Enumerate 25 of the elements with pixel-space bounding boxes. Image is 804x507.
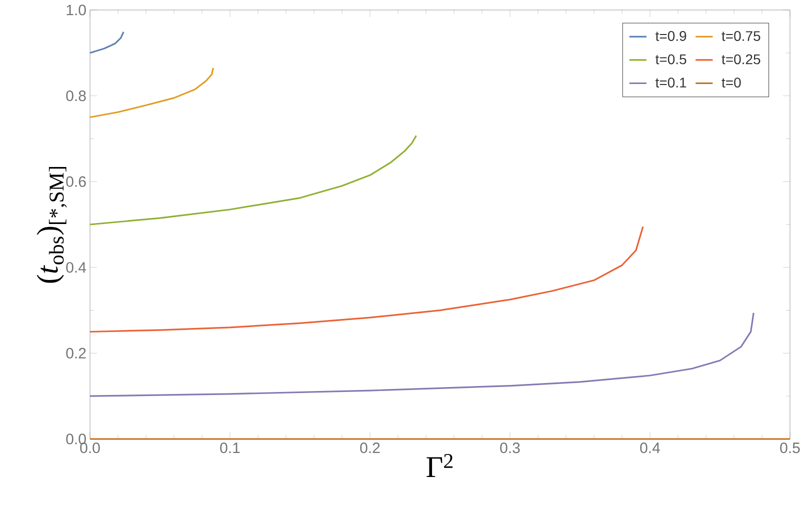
legend-label: t=0.75: [722, 31, 760, 41]
x-tick-label: 0.3: [500, 442, 520, 454]
x-tick-label: 0.2: [360, 442, 380, 454]
line-series: [89, 226, 644, 333]
x-tick-label: 0.5: [780, 442, 800, 454]
y-axis-title: (t$_{obs}$)$_{[*,SM]}$: [36, 166, 67, 283]
legend-label: t=0: [722, 78, 741, 88]
y-tick-label: 0.2: [66, 348, 86, 359]
legend-label: t=0.5: [656, 54, 686, 64]
y-tick-label: 1.0: [66, 4, 86, 16]
y-tick-label: 0.8: [66, 90, 86, 102]
y-tick-label: 0.4: [66, 262, 86, 273]
y-tick-label: 0.6: [66, 176, 86, 187]
line-series: [89, 134, 417, 226]
line-series: [89, 67, 214, 118]
x-tick-label: 0.4: [640, 442, 660, 454]
y-tick-label: 0.0: [66, 434, 86, 444]
line-series: [89, 31, 124, 54]
legend-label: t=0.9: [656, 31, 686, 41]
x-tick-label: 0.1: [220, 442, 240, 454]
line-series: [89, 312, 754, 397]
legend-label: t=0.25: [722, 54, 760, 64]
x-tick-label: 0.0: [80, 442, 100, 454]
legend-label: t=0.1: [656, 78, 686, 88]
x-axis-title: Γ$^{2}$: [426, 454, 453, 477]
